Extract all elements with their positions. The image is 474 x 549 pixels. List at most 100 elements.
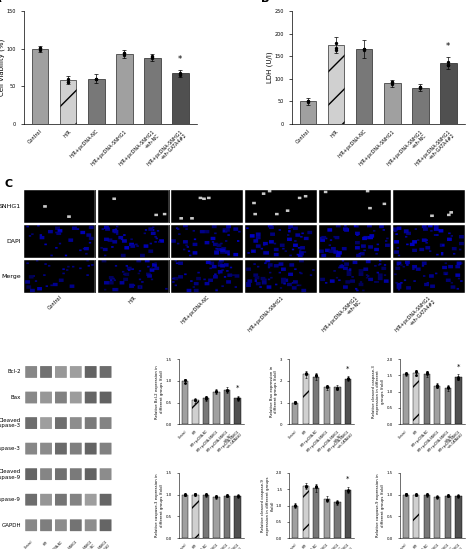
Point xyxy=(92,75,100,83)
Bar xyxy=(412,88,428,124)
Text: B: B xyxy=(261,0,269,4)
Text: Caspase-3: Caspase-3 xyxy=(0,446,21,451)
Point xyxy=(423,491,430,500)
Point xyxy=(323,495,331,504)
Point xyxy=(412,368,420,377)
Bar xyxy=(234,398,241,424)
Point xyxy=(332,44,340,53)
Point xyxy=(444,383,452,392)
Point xyxy=(292,502,299,511)
Bar xyxy=(302,374,309,424)
Point xyxy=(234,491,241,500)
Point xyxy=(445,58,452,66)
Bar xyxy=(292,402,299,424)
Point xyxy=(223,385,231,394)
Point xyxy=(334,498,341,507)
Point xyxy=(412,490,420,498)
Text: H/R: H/R xyxy=(42,540,49,546)
FancyBboxPatch shape xyxy=(85,494,97,506)
Point xyxy=(344,373,352,382)
Point xyxy=(360,46,368,55)
Point xyxy=(148,52,156,61)
Point xyxy=(181,378,189,387)
Bar xyxy=(224,390,230,424)
Point xyxy=(223,491,231,500)
Point xyxy=(402,490,410,498)
Point xyxy=(292,399,299,408)
Point xyxy=(213,492,220,501)
Point xyxy=(304,97,312,105)
Point xyxy=(92,74,100,83)
Bar xyxy=(455,377,462,424)
Point xyxy=(334,384,341,393)
Y-axis label: Relative Bax expression in
different groups (fold): Relative Bax expression in different gro… xyxy=(270,366,278,417)
Bar xyxy=(182,381,188,424)
FancyBboxPatch shape xyxy=(40,442,52,455)
Point xyxy=(412,490,420,499)
Point xyxy=(202,393,210,401)
Y-axis label: Relative cleaved caspase-9
expression in different groups
(fold): Relative cleaved caspase-9 expression in… xyxy=(261,477,274,535)
Point xyxy=(434,383,441,391)
Point xyxy=(423,490,430,499)
Point xyxy=(302,369,310,378)
Point xyxy=(36,43,44,52)
FancyBboxPatch shape xyxy=(55,494,67,506)
FancyBboxPatch shape xyxy=(70,417,82,429)
FancyBboxPatch shape xyxy=(55,366,67,378)
Point xyxy=(444,490,452,499)
FancyBboxPatch shape xyxy=(85,391,97,404)
Point xyxy=(234,394,241,403)
FancyBboxPatch shape xyxy=(85,442,97,455)
Y-axis label: Cell viability (%): Cell viability (%) xyxy=(0,39,5,96)
Bar xyxy=(345,490,351,538)
Point xyxy=(213,492,220,501)
Point xyxy=(312,371,320,380)
FancyBboxPatch shape xyxy=(55,417,67,429)
FancyBboxPatch shape xyxy=(40,366,52,378)
Point xyxy=(423,370,430,379)
Bar xyxy=(144,58,161,124)
Point xyxy=(402,369,410,378)
Point xyxy=(344,486,352,495)
Point xyxy=(416,82,424,91)
Point xyxy=(148,53,156,62)
Bar xyxy=(334,388,341,424)
Point xyxy=(455,491,462,500)
Point xyxy=(416,83,424,92)
Text: *: * xyxy=(446,42,450,51)
Bar xyxy=(292,506,299,538)
Text: *: * xyxy=(457,363,460,369)
Point xyxy=(213,387,220,396)
Y-axis label: Relative cleaved caspase-3
expression in different
groups (fold): Relative cleaved caspase-3 expression in… xyxy=(372,365,385,418)
Point xyxy=(120,48,128,57)
FancyBboxPatch shape xyxy=(25,494,37,506)
Bar xyxy=(313,488,319,538)
FancyBboxPatch shape xyxy=(85,519,97,531)
FancyBboxPatch shape xyxy=(25,519,37,531)
Point xyxy=(191,395,199,404)
Point xyxy=(344,374,352,383)
Point xyxy=(191,396,199,405)
Point xyxy=(213,492,220,501)
Point xyxy=(234,492,241,501)
Point xyxy=(444,383,452,392)
Point xyxy=(323,382,331,390)
FancyBboxPatch shape xyxy=(85,417,97,429)
Point xyxy=(416,83,424,92)
Bar xyxy=(434,497,440,538)
Bar xyxy=(356,49,373,124)
Point xyxy=(302,481,310,490)
Bar xyxy=(334,502,341,538)
Text: Bax: Bax xyxy=(10,395,21,400)
Bar xyxy=(424,495,430,538)
Bar xyxy=(300,102,316,124)
FancyBboxPatch shape xyxy=(100,519,111,531)
X-axis label: Control: Control xyxy=(47,295,63,311)
Point xyxy=(36,45,44,54)
Point xyxy=(360,45,368,54)
Bar xyxy=(324,499,330,538)
Point xyxy=(434,492,441,501)
Bar xyxy=(455,496,462,538)
FancyBboxPatch shape xyxy=(25,442,37,455)
Bar xyxy=(213,497,219,538)
